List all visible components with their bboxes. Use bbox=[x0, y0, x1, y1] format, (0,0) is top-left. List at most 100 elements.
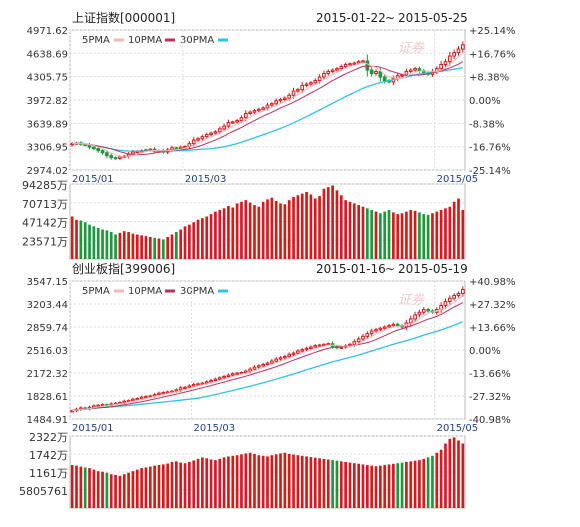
panel2-volume-bar bbox=[279, 453, 282, 508]
panel1-volume-bar bbox=[179, 229, 183, 259]
panel2-volume-bar bbox=[352, 463, 356, 508]
panel1-candle-body bbox=[239, 117, 244, 122]
panel2-volume-bar bbox=[444, 443, 447, 508]
panel2-volume-bar bbox=[231, 455, 235, 508]
panel2-vol-tick: 2322万 bbox=[29, 431, 68, 444]
panel1-volume-bar bbox=[365, 208, 369, 259]
panel1-range-end: 2015-05-25 bbox=[398, 11, 468, 25]
panel2-candle-body bbox=[452, 295, 456, 299]
panel2-volume-bar bbox=[144, 467, 148, 508]
panel1-vol-tick: 23571万 bbox=[22, 235, 68, 248]
panel1-candle-body bbox=[174, 147, 179, 150]
panel1-volume-bar bbox=[287, 200, 291, 259]
panel2-candle-body bbox=[204, 381, 209, 384]
panel2-volume-bar bbox=[183, 463, 187, 508]
panel2-volume-bar bbox=[326, 459, 330, 508]
panel1-volume-bar bbox=[244, 200, 248, 259]
panel2-candle-body bbox=[139, 396, 144, 400]
panel2-volume-bar bbox=[348, 462, 352, 508]
panel2-volume-bar bbox=[192, 460, 196, 508]
panel1-candle-body bbox=[109, 155, 114, 159]
panel2-volume-bar bbox=[270, 455, 274, 508]
panel1-ma5-line bbox=[72, 52, 464, 158]
panel1-volume-bar bbox=[283, 204, 287, 259]
panel2-volume-bar bbox=[157, 465, 161, 508]
panel2-volume-bar bbox=[344, 461, 347, 508]
panel2-candle-body bbox=[213, 378, 218, 382]
panel2-candle-body bbox=[122, 400, 127, 404]
panel2-candle-body bbox=[317, 344, 322, 347]
panel1-volume-bar bbox=[166, 236, 170, 259]
panel2-y-tick: 2516.03 bbox=[27, 346, 68, 357]
panel2-volume-bar bbox=[214, 460, 217, 508]
panel1-candle-body bbox=[118, 156, 122, 159]
panel2-candle-body bbox=[161, 392, 166, 395]
panel2-volume-bar bbox=[88, 468, 91, 508]
panel2-candle-body bbox=[183, 386, 187, 389]
panel2-volume-bar bbox=[209, 459, 213, 508]
panel2-volume-bar bbox=[105, 472, 109, 508]
panel2-volume-bar bbox=[318, 458, 321, 508]
panel2-candle-body bbox=[382, 326, 387, 329]
panel2-candle-body bbox=[283, 355, 287, 359]
panel2-candle-body bbox=[261, 363, 266, 367]
panel1-volume-bar bbox=[400, 213, 404, 259]
panel1-volume-bar bbox=[192, 222, 196, 259]
panel1-y-tick: 2974.02 bbox=[27, 166, 68, 177]
panel2-candle-body bbox=[144, 396, 148, 399]
panel1-candle-body bbox=[317, 76, 322, 82]
panel1-volume-bar bbox=[270, 197, 274, 259]
panel2-candle-body bbox=[92, 405, 96, 408]
panel1-volume-bar bbox=[448, 206, 452, 259]
panel2-volume-bar bbox=[322, 458, 326, 508]
panel2-volume-bar bbox=[379, 465, 382, 508]
panel1-candle-body bbox=[248, 111, 252, 115]
panel2-volume-bar bbox=[140, 468, 143, 508]
panel1-volume-bar bbox=[439, 209, 443, 259]
panel2-volume-bar bbox=[422, 458, 426, 508]
panel1-candle-body bbox=[369, 69, 374, 75]
panel2-volume-bar bbox=[461, 443, 465, 508]
panel1-volume-bar bbox=[322, 188, 326, 259]
panel1-pct-tick: -16.76% bbox=[469, 143, 511, 154]
panel2-candle-body bbox=[248, 368, 252, 372]
panel1-candle-body bbox=[252, 110, 257, 113]
panel1-volume-bar bbox=[326, 187, 330, 259]
panel2-volume-bar bbox=[335, 460, 339, 508]
panel2-volume-bar bbox=[83, 467, 87, 508]
panel2-candle-body bbox=[387, 325, 391, 328]
panel1-candle-body bbox=[313, 80, 318, 84]
panel1-volume-bar bbox=[248, 202, 252, 259]
panel1-volume-bar bbox=[140, 235, 143, 259]
panel1-candle-body bbox=[191, 139, 196, 145]
panel1-volume-bar bbox=[161, 239, 165, 259]
panel1-candle-body bbox=[92, 146, 96, 150]
panel1-candle-body bbox=[339, 66, 344, 70]
panel2-volume-bar bbox=[166, 463, 170, 508]
panel2-volume-bar bbox=[101, 471, 104, 508]
panel2-candle-body bbox=[157, 392, 161, 396]
legend1-ma10-label: 10PMA bbox=[128, 35, 162, 46]
panel1-volume-bar bbox=[361, 206, 365, 259]
panel2-candle-body bbox=[222, 376, 226, 379]
panel2-volume-bar bbox=[196, 458, 200, 508]
panel1-volume-bar bbox=[70, 216, 74, 259]
panel1-candle-body bbox=[222, 125, 226, 130]
panel1-volume-bar bbox=[205, 216, 209, 259]
panel2-volume-bar bbox=[457, 440, 460, 508]
panel1-candle-body bbox=[287, 94, 292, 99]
panel2-candle-body bbox=[426, 309, 430, 312]
panel2-candle-body bbox=[374, 329, 378, 332]
panel2-pct-tick: +13.66% bbox=[469, 323, 516, 334]
panel1-candle-body bbox=[322, 73, 326, 78]
panel1-candle-body bbox=[335, 68, 339, 71]
panel2-volume-bar bbox=[331, 460, 334, 508]
panel2-candle-body bbox=[239, 371, 244, 375]
panel1-x-tick: 2015/01 bbox=[72, 174, 114, 185]
panel2-candle-body bbox=[443, 301, 448, 307]
panel1-candle-body bbox=[404, 70, 409, 76]
panel1-candle-body bbox=[348, 63, 352, 66]
panel1-pct-tick: +25.14% bbox=[469, 26, 516, 37]
panel1-candle-body bbox=[378, 70, 383, 78]
panel1-volume-bar bbox=[122, 231, 126, 259]
